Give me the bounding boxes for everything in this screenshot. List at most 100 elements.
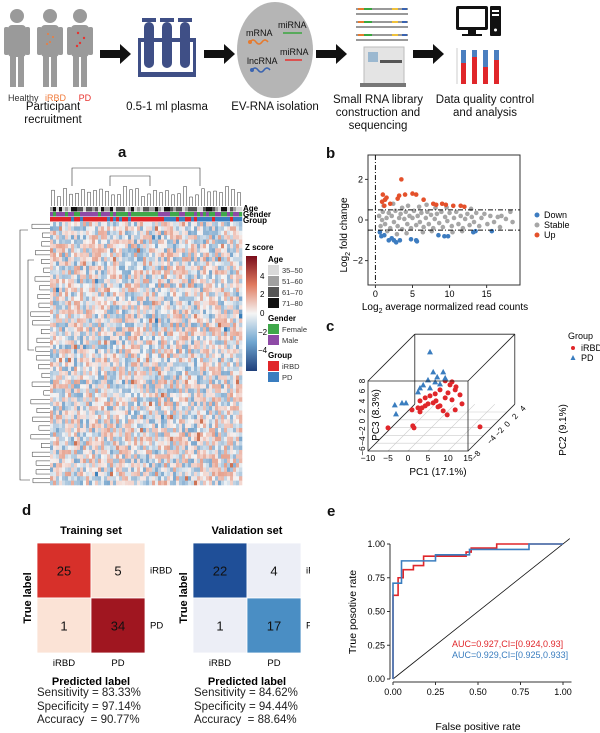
heatmap-cell: [221, 252, 225, 258]
heatmap-cell: [92, 388, 96, 394]
heatmap-cell: [113, 449, 117, 455]
heatmap-cell: [215, 371, 219, 376]
heatmap-cell: [164, 357, 168, 363]
heatmap-cell: [113, 441, 117, 446]
heatmap-cell: [164, 480, 168, 486]
heatmap-cell: [182, 322, 186, 328]
heatmap-cell: [110, 476, 114, 481]
heatmap-cell: [71, 397, 75, 403]
heatmap-cell: [140, 406, 144, 411]
age-annotation-cell: [185, 207, 189, 212]
heatmap-cell: [236, 357, 240, 363]
heatmap-cell: [209, 476, 213, 481]
heatmap-cell: [182, 476, 186, 481]
heatmap-cell: [203, 296, 207, 302]
heatmap-cell: [167, 222, 171, 227]
heatmap-cell: [212, 388, 216, 394]
heatmap-cell: [188, 401, 192, 407]
heatmap-cell: [182, 283, 186, 289]
heatmap-cell: [200, 300, 204, 306]
heatmap-cell: [104, 257, 108, 262]
heatmap-cell: [56, 357, 60, 363]
heatmap-cell: [155, 292, 159, 297]
heatmap-cell: [125, 375, 129, 381]
heatmap-cell: [161, 300, 165, 306]
group-annotation-cell: [155, 217, 159, 222]
heatmap-cell: [191, 296, 195, 302]
heatmap-cell: [56, 287, 60, 293]
heatmap-cell: [122, 226, 126, 232]
heatmap-cell: [53, 322, 57, 328]
heatmap-cell: [86, 243, 90, 249]
heatmap-cell: [203, 222, 207, 227]
heatmap-cell: [188, 357, 192, 363]
heatmap-cell: [146, 357, 150, 363]
heatmap-cell: [230, 410, 234, 416]
heatmap-cell: [233, 458, 237, 464]
heatmap-cell: [179, 252, 183, 258]
heatmap-cell: [107, 375, 111, 381]
heatmap-cell: [152, 274, 156, 280]
heatmap-cell: [122, 300, 126, 306]
heatmap-cell: [203, 278, 207, 284]
heatmap-cell: [68, 353, 72, 359]
heatmap-cell: [86, 340, 90, 346]
heatmap-cell: [107, 261, 111, 267]
heatmap-cell: [197, 432, 201, 438]
gender-annotation-cell: [221, 212, 225, 217]
heatmap-cell: [215, 441, 219, 446]
heatmap-cell: [80, 248, 84, 253]
heatmap-cell: [74, 292, 78, 297]
heatmap-cell: [74, 305, 78, 310]
heatmap-cell: [101, 406, 105, 411]
heatmap-cell: [110, 414, 114, 420]
dendrogram-branch: [165, 190, 169, 206]
heatmap-cell: [203, 252, 207, 258]
y-tick-label: 0.00: [367, 674, 385, 684]
heatmap-cell: [101, 222, 105, 227]
gender-annotation-cell: [233, 212, 237, 217]
heatmap-cell: [59, 397, 63, 403]
point-stable: [458, 213, 463, 219]
heatmap-cell: [131, 476, 135, 481]
heatmap-cell: [191, 388, 195, 394]
heatmap-cell: [149, 362, 153, 367]
heatmap-cell: [92, 436, 96, 442]
heatmap-cell: [212, 471, 216, 477]
heatmap-cell: [101, 388, 105, 394]
heatmap-cell: [176, 353, 180, 359]
heatmap-cell: [230, 331, 234, 337]
heatmap-cell: [74, 235, 78, 240]
age-annotation-cell: [116, 207, 120, 212]
heatmap-cell: [56, 392, 60, 398]
heatmap-cell: [206, 436, 210, 442]
heatmap-cell: [119, 226, 123, 232]
heatmap-cell: [104, 445, 108, 451]
heatmap-cell: [104, 283, 108, 289]
heatmap-cell: [188, 300, 192, 306]
heatmap-cell: [125, 335, 129, 341]
heatmap-cell: [53, 331, 57, 337]
heatmap-cell: [143, 322, 147, 328]
heatmap-cell: [122, 375, 126, 381]
heatmap-cell: [179, 309, 183, 315]
point-stable: [499, 213, 504, 219]
heatmap-cell: [74, 449, 78, 455]
colorbar-title: Z score: [245, 243, 274, 252]
plot-frame: [367, 154, 521, 286]
heatmap-cell: [71, 278, 75, 284]
heatmap-cell: [95, 340, 99, 346]
heatmap-cell: [80, 353, 84, 359]
heatmap-cell: [80, 296, 84, 302]
heatmap-cell: [131, 384, 135, 389]
heatmap-cell: [59, 287, 63, 293]
heatmap-cell: [233, 248, 237, 253]
point-stable: [459, 228, 465, 234]
heatmap-cell: [221, 353, 225, 359]
heatmap-cell: [239, 239, 243, 245]
box-edge: [367, 333, 416, 382]
heatmap-cell: [227, 309, 231, 315]
heatmap-cell: [56, 222, 60, 227]
heatmap-cell: [224, 327, 228, 332]
heatmap-cell: [167, 274, 171, 280]
